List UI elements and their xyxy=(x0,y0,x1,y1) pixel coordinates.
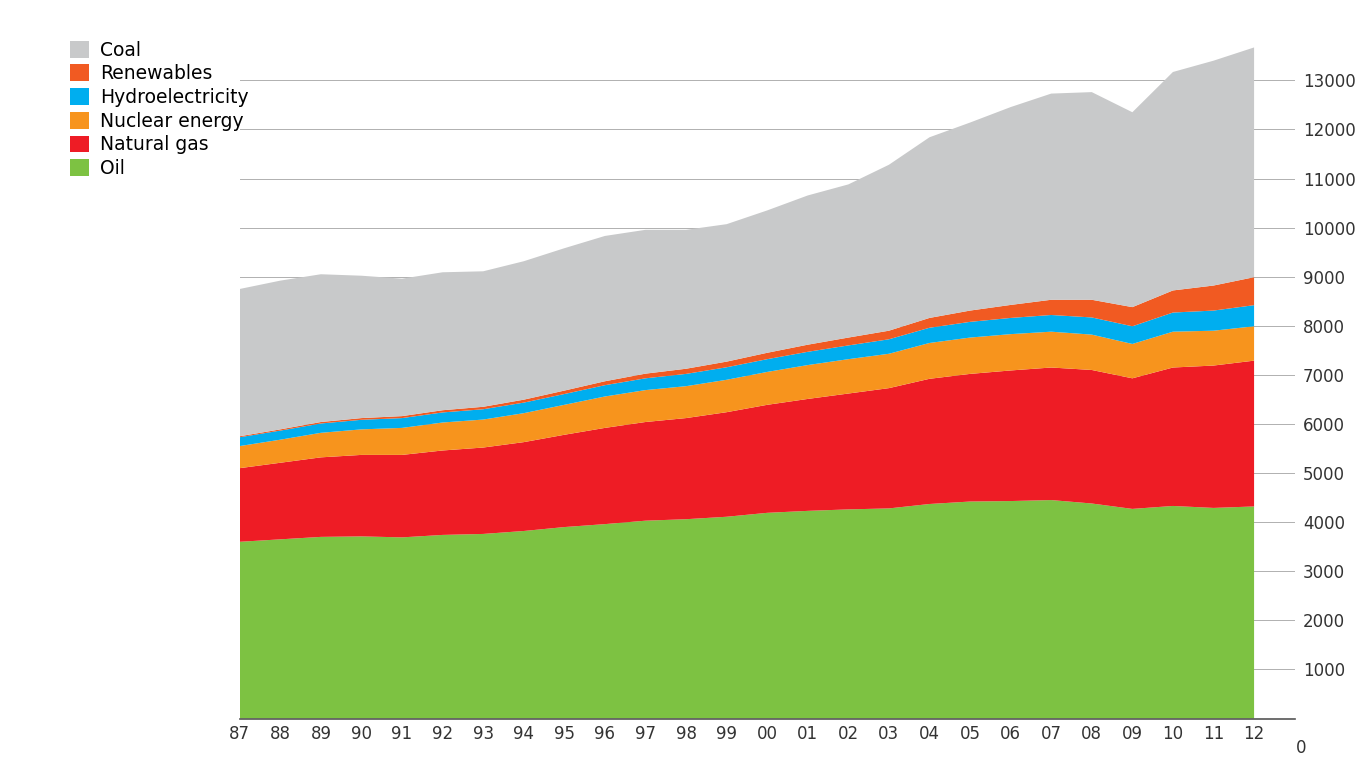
Legend: Coal, Renewables, Hydroelectricity, Nuclear energy, Natural gas, Oil: Coal, Renewables, Hydroelectricity, Nucl… xyxy=(70,41,248,178)
Text: 0: 0 xyxy=(1296,739,1306,757)
